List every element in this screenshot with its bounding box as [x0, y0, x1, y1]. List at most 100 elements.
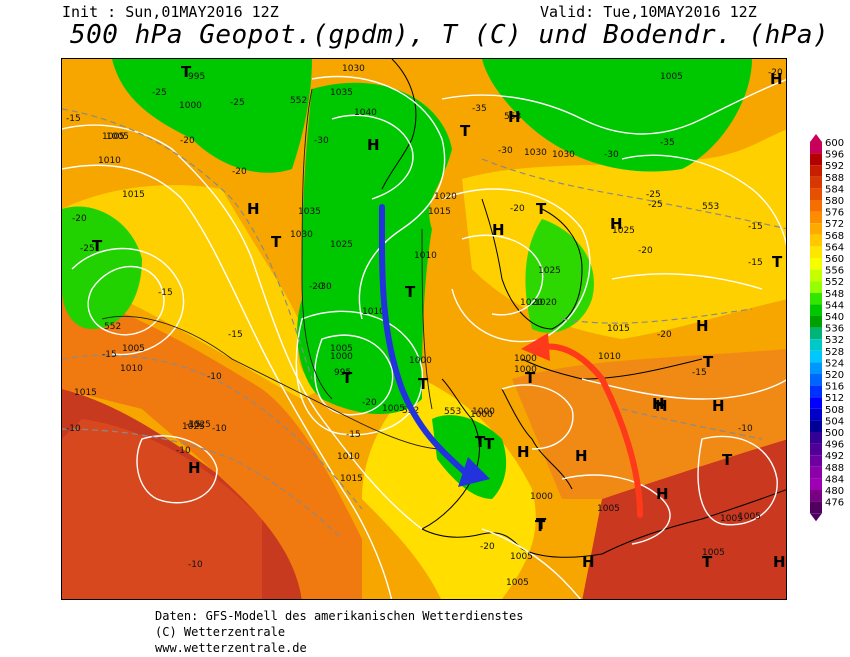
temp-label: -20 — [180, 136, 195, 146]
temp-label: -30 — [314, 136, 329, 146]
temp-label: -25 — [646, 190, 661, 200]
temp-label: -25 — [80, 244, 95, 254]
legend-swatch — [810, 432, 822, 444]
isobar-6 — [295, 310, 423, 436]
pressure-label: 1015 — [340, 474, 363, 484]
temperature-labels: -25 -25 -20 -15 -20 -25 -15 -20 -15 -10 … — [66, 68, 783, 570]
legend-label: 524 — [825, 358, 844, 369]
legend-label: 572 — [825, 219, 844, 230]
weather-map: 1030 1035 1040 1035 1030 1025 1020 1015 … — [61, 58, 787, 600]
isotherm-5 — [561, 308, 753, 324]
temp-label: -15 — [692, 368, 707, 378]
legend-swatch — [810, 269, 822, 282]
low-marker: T — [525, 369, 536, 387]
copyright: (C) Wetterzentrale — [155, 625, 286, 639]
pressure-label: 1005 — [738, 512, 761, 522]
pressure-label: 1010 — [98, 156, 121, 166]
legend-swatch — [810, 397, 822, 409]
legend-label: 512 — [825, 393, 844, 404]
legend-swatch — [810, 153, 822, 166]
pressure-label: 1005 — [597, 504, 620, 514]
high-marker: H — [610, 215, 623, 233]
legend-label: 580 — [825, 196, 844, 207]
low-marker: T — [475, 433, 486, 451]
legend-swatch — [810, 455, 822, 467]
legend-label: 592 — [825, 161, 844, 172]
low-marker: T — [484, 435, 495, 453]
isobar-4 — [331, 114, 414, 200]
legend-swatch — [810, 304, 822, 316]
legend-label: 560 — [825, 254, 844, 265]
warm-air-core — [62, 419, 262, 599]
isobar-17 — [611, 273, 763, 290]
init-time: Init : Sun,01MAY2016 12Z — [62, 3, 279, 21]
geo-label: 553 — [504, 112, 521, 122]
low-marker: T — [535, 517, 546, 535]
pressure-label: 1005 — [102, 132, 125, 142]
isobar-7 — [441, 188, 591, 343]
legend-label: 600 — [825, 138, 844, 149]
isotherm-1 — [62, 108, 313, 380]
geo-trough-east — [421, 228, 433, 410]
pressure-label: 1000 — [472, 407, 495, 417]
high-marker: H — [517, 443, 530, 461]
legend-label: 488 — [825, 463, 844, 474]
pressure-label: 995 — [188, 72, 205, 82]
legend-swatch — [810, 223, 822, 235]
temp-label: -20 — [362, 398, 377, 408]
warm-air-southeast — [582, 439, 786, 599]
legend-label: 476 — [825, 498, 844, 509]
map-canvas: 1030 1035 1040 1035 1030 1025 1020 1015 … — [62, 59, 786, 599]
temp-label: -15 — [748, 222, 763, 232]
isobar-12 — [501, 384, 574, 450]
low-marker: T — [181, 63, 192, 81]
legend-label: 532 — [825, 335, 844, 346]
pressure-label: 1015 — [122, 190, 145, 200]
pressure-label: 1020 — [434, 192, 457, 202]
legend-label: 516 — [825, 382, 844, 393]
low-marker: T — [92, 237, 103, 255]
isobar-3 — [311, 75, 446, 320]
temp-label: -10 — [212, 424, 227, 434]
pressure-label: 1005 — [720, 514, 743, 524]
pressure-label: 1030 — [290, 230, 313, 240]
legend-swatch — [810, 281, 822, 293]
temp-label: -10 — [207, 372, 222, 382]
pressure-label: 1015 — [428, 207, 451, 217]
temp-label: -25 — [152, 88, 167, 98]
cold-air-trough — [297, 82, 452, 414]
temp-label: -35 — [472, 104, 487, 114]
pressure-label: 1025 — [612, 226, 635, 236]
high-marker: H — [652, 395, 665, 413]
temp-label: -30 — [498, 146, 513, 156]
high-marker: H — [655, 397, 668, 415]
isobar-16 — [441, 79, 786, 135]
legend-swatch — [810, 339, 822, 351]
pressure-label: 1040 — [354, 108, 377, 118]
legend-label: 548 — [825, 289, 844, 300]
isobar-2 — [62, 164, 393, 599]
legend-label: 588 — [825, 173, 844, 184]
legend-swatch — [810, 142, 822, 154]
temp-label: -25 — [648, 200, 663, 210]
high-marker: H — [582, 553, 595, 571]
pressure-label: 1005 — [106, 132, 129, 142]
low-marker: T — [342, 369, 353, 387]
legend-label: 520 — [825, 370, 844, 381]
high-marker: H — [247, 200, 260, 218]
pressure-label: 1010 — [362, 307, 385, 317]
pressure-label: 1005 — [510, 552, 533, 562]
legend-swatch — [810, 490, 822, 502]
legend-swatch — [810, 211, 822, 224]
pressure-label: 1000 — [330, 352, 353, 362]
pressure-label: 1010 — [120, 364, 143, 374]
temp-label: -15 — [346, 430, 361, 440]
legend-swatch — [810, 362, 822, 374]
temp-label: -15 — [158, 288, 173, 298]
isobar-13 — [561, 474, 671, 545]
legend-swatch — [810, 478, 822, 490]
pressure-label: 1000 — [409, 356, 432, 366]
temp-label: -30 — [604, 150, 619, 160]
temp-label: -30 — [317, 282, 332, 292]
legend-swatch — [810, 501, 822, 514]
